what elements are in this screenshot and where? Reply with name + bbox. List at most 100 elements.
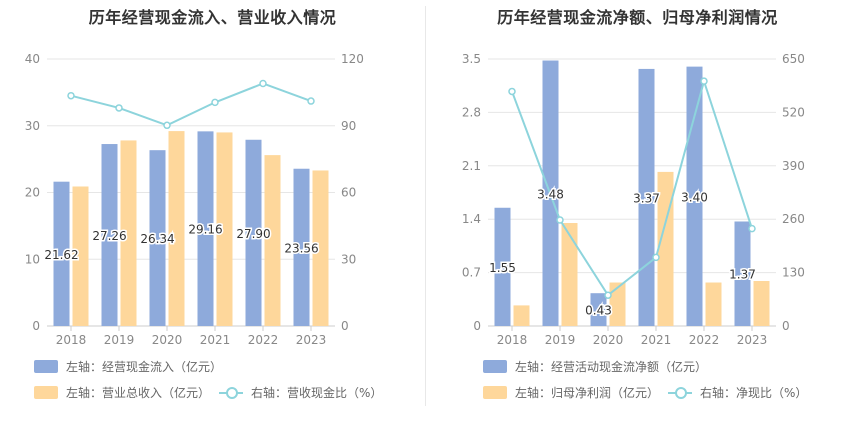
line-point bbox=[259, 79, 267, 88]
bar-data-label: 26.34 bbox=[140, 232, 174, 246]
bar bbox=[264, 155, 281, 326]
legend-line-swatch bbox=[219, 386, 243, 399]
bar-data-label: 3.40 bbox=[681, 190, 708, 204]
y-right-tick-label: 120 bbox=[341, 52, 364, 66]
bar bbox=[734, 221, 751, 326]
legend-swatch bbox=[34, 359, 58, 373]
x-tick-label: 2019 bbox=[545, 333, 576, 347]
chart-panel-right: 历年经营现金流净额、归母净利润情况 0 0.7 1.4 2.1 2.8 3.5 0 130 26… bbox=[425, 0, 850, 437]
x-tick-label: 2021 bbox=[200, 333, 231, 347]
bar-data-label: 27.26 bbox=[92, 229, 126, 243]
x-tick-label: 2020 bbox=[593, 333, 624, 347]
y-left-tick-label: 2.1 bbox=[462, 159, 481, 173]
legend-label: 左轴：归母净利润（亿元） bbox=[515, 385, 660, 400]
bar bbox=[53, 181, 70, 326]
bar bbox=[753, 280, 770, 326]
line-point bbox=[67, 91, 75, 100]
bar bbox=[72, 186, 89, 326]
legend-label: 左轴：经营活动现金流净额（亿元） bbox=[515, 359, 708, 374]
bar-data-label: 21.62 bbox=[44, 248, 78, 262]
legend-item[interactable]: 左轴：归母净利润（亿元） bbox=[483, 384, 659, 400]
y-right-tick-label: 390 bbox=[782, 159, 805, 173]
legend-swatch bbox=[483, 385, 507, 399]
y-left-tick-label: 40 bbox=[25, 52, 40, 66]
legend-label: 右轴：营收现金比（%） bbox=[251, 385, 383, 400]
bar bbox=[609, 282, 626, 326]
y-right-tick-label: 0 bbox=[782, 319, 790, 333]
bar bbox=[705, 282, 722, 326]
line-point bbox=[652, 253, 660, 262]
bar-data-label: 3.48 bbox=[537, 187, 564, 201]
bar-data-label: 1.37 bbox=[729, 268, 756, 282]
bar bbox=[197, 131, 214, 326]
x-tick-label: 2019 bbox=[104, 333, 135, 347]
panel-divider bbox=[425, 6, 426, 406]
chart-plot-right: 0 0.7 1.4 2.1 2.8 3.5 0 130 260 390 520 650 2018 2019… bbox=[462, 52, 805, 347]
legend-item[interactable]: 左轴：经营活动现金流净额（亿元） bbox=[483, 358, 707, 374]
bar bbox=[101, 144, 118, 326]
y-left-tick-label: 3.5 bbox=[462, 52, 481, 66]
y-right-tick-label: 650 bbox=[782, 52, 805, 66]
bar-data-label: 29.16 bbox=[188, 223, 222, 237]
y-right-tick-label: 520 bbox=[782, 105, 805, 119]
bar bbox=[120, 140, 137, 326]
bar bbox=[245, 139, 262, 326]
bar-data-label: 3.37 bbox=[633, 191, 660, 205]
y-right-tick-label: 90 bbox=[341, 119, 356, 133]
line-series bbox=[70, 82, 312, 127]
legend-item[interactable]: 右轴：净现比（%） bbox=[668, 384, 807, 400]
x-tick-label: 2023 bbox=[296, 333, 327, 347]
bar-data-label: 23.56 bbox=[284, 241, 318, 255]
line-point bbox=[556, 216, 564, 224]
legend-item[interactable]: 右轴：营收现金比（%） bbox=[219, 384, 382, 400]
line-series bbox=[511, 77, 753, 297]
legend-swatch bbox=[34, 385, 58, 399]
y-left-tick-label: 30 bbox=[25, 119, 40, 133]
bar bbox=[293, 168, 310, 326]
legend-label: 右轴：净现比（%） bbox=[700, 385, 808, 400]
x-tick-label: 2018 bbox=[497, 333, 528, 347]
x-tick-label: 2018 bbox=[56, 333, 87, 347]
chart-title: 历年经营现金流入、营业收入情况 bbox=[88, 8, 337, 27]
bar bbox=[561, 223, 578, 326]
y-left-tick-label: 0.7 bbox=[462, 266, 481, 280]
bar bbox=[149, 150, 166, 326]
y-right-tick-label: 260 bbox=[782, 212, 805, 226]
bar bbox=[657, 171, 674, 326]
line-point bbox=[508, 87, 516, 96]
y-right-tick-label: 60 bbox=[341, 186, 356, 200]
legend-line-swatch bbox=[668, 386, 692, 399]
y-left-tick-label: 0 bbox=[473, 319, 481, 333]
legend-swatch bbox=[483, 359, 507, 373]
bar bbox=[216, 132, 233, 326]
bar bbox=[312, 170, 329, 326]
legend-item[interactable]: 左轴：经营现金流入（亿元） bbox=[34, 358, 222, 374]
line-point bbox=[700, 77, 708, 85]
legend-item[interactable]: 左轴：营业总收入（亿元） bbox=[34, 384, 210, 400]
legend-label: 左轴：营业总收入（亿元） bbox=[66, 385, 211, 400]
x-tick-label: 2021 bbox=[641, 333, 672, 347]
line-point bbox=[163, 121, 171, 130]
chart-title: 历年经营现金流净额、归母净利润情况 bbox=[497, 8, 778, 27]
x-tick-label: 2022 bbox=[248, 333, 279, 347]
bar-data-label: 27.90 bbox=[236, 227, 270, 241]
y-left-tick-label: 20 bbox=[25, 186, 40, 200]
bar bbox=[590, 293, 607, 326]
line-point bbox=[748, 224, 756, 233]
bar-data-label: 0.43 bbox=[585, 304, 612, 318]
chart-panel-left: 历年经营现金流入、营业收入情况 0 10 20 30 40 0 30 60 90 120 2018 2… bbox=[25, 8, 383, 400]
y-left-tick-label: 1.4 bbox=[462, 212, 481, 226]
legend-label: 左轴：经营现金流入（亿元） bbox=[66, 359, 223, 374]
x-tick-label: 2020 bbox=[152, 333, 183, 347]
y-left-tick-label: 2.8 bbox=[462, 105, 481, 119]
y-left-tick-label: 10 bbox=[25, 252, 40, 266]
chart-plot-left: 0 10 20 30 40 0 30 60 90 120 2018 2019 2020 2021 2022 2… bbox=[25, 52, 364, 347]
bar bbox=[168, 131, 185, 326]
x-tick-label: 2022 bbox=[689, 333, 720, 347]
y-right-tick-label: 130 bbox=[782, 266, 805, 280]
line-point bbox=[604, 291, 612, 299]
line-point bbox=[307, 97, 315, 105]
y-left-tick-label: 0 bbox=[32, 319, 40, 333]
bar-data-label: 1.55 bbox=[489, 261, 516, 275]
line-point bbox=[211, 98, 219, 107]
